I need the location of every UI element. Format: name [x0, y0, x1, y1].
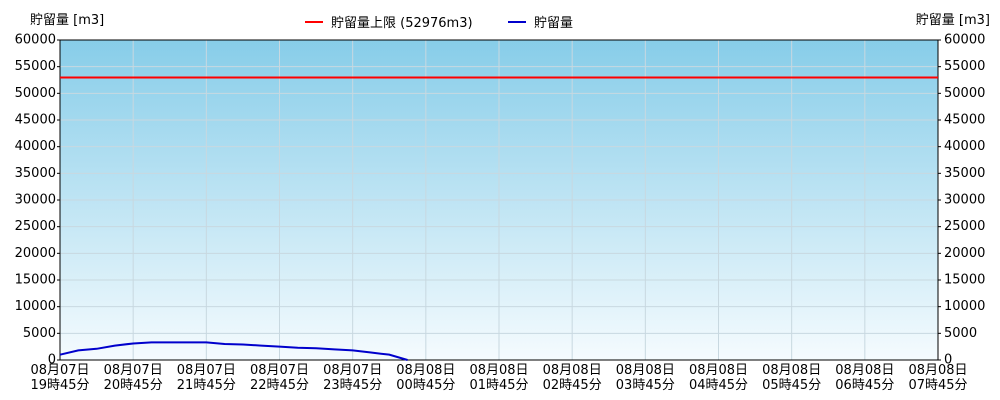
- y-tick-label: 5000: [23, 326, 56, 341]
- y2-tick-label: 35000: [944, 166, 985, 181]
- x-tick-label: 08月07日 20時45分: [103, 363, 163, 393]
- x-tick-label: 08月08日 05時45分: [762, 363, 822, 393]
- y-tick-label: 25000: [15, 219, 56, 234]
- y2-tick-label: 20000: [944, 246, 985, 261]
- x-tick-label: 08月07日 23時45分: [323, 363, 383, 393]
- y2-tick-label: 60000: [944, 33, 985, 48]
- y-tick-label: 40000: [15, 139, 56, 154]
- legend-item: 貯留量上限 (52976m3): [305, 12, 473, 31]
- x-tick-label: 08月08日 04時45分: [688, 363, 749, 393]
- y2-tick-label: 45000: [944, 113, 985, 128]
- y-tick-label: 35000: [15, 166, 56, 181]
- y2-tick-label: 5000: [944, 326, 977, 341]
- y2-tick-label: 10000: [944, 299, 985, 314]
- x-tick-label: 08月08日 06時45分: [835, 363, 895, 393]
- x-tick-label: 08月07日 22時45分: [249, 363, 310, 393]
- plot-border: [59, 39, 939, 361]
- y2-tick-label: 55000: [944, 59, 985, 74]
- y-tick-label: 45000: [15, 113, 56, 128]
- legend-label: 貯留量上限 (52976m3): [331, 16, 473, 31]
- y2-tick-label: 15000: [944, 273, 985, 288]
- series-line: [59, 341, 408, 361]
- y-axis-label: 貯留量 [m3]: [30, 13, 105, 28]
- y2-axis-label: 貯留量 [m3]: [915, 13, 990, 28]
- y2-tick-label: 0: [944, 353, 952, 368]
- x-tick-label: 08月08日 03時45分: [615, 363, 675, 393]
- x-tick-label: 08月07日 21時45分: [176, 363, 236, 393]
- y-tick-label: 15000: [15, 273, 56, 288]
- y-tick-label: 30000: [15, 193, 56, 208]
- y2-tick-label: 50000: [944, 86, 985, 101]
- y2-tick-label: 25000: [944, 219, 985, 234]
- y-tick-label: 55000: [15, 59, 56, 74]
- x-tick-label: 08月08日 00時45分: [396, 363, 456, 393]
- x-tick-label: 08月08日 02時45分: [542, 363, 602, 393]
- legend-item: 貯留量: [508, 12, 573, 31]
- x-tick-label: 08月07日 19時45分: [30, 363, 90, 393]
- y2-tick-label: 30000: [944, 193, 985, 208]
- y-tick-label: 20000: [15, 246, 56, 261]
- legend-label: 貯留量: [534, 16, 574, 31]
- x-tick-label: 08月08日 01時45分: [469, 363, 529, 393]
- y-tick-label: 60000: [15, 33, 56, 48]
- x-tick-label: 08月08日 07時45分: [908, 363, 968, 393]
- y-tick-label: 10000: [15, 299, 56, 314]
- y-tick-label: 50000: [15, 86, 56, 101]
- y2-tick-label: 40000: [944, 139, 985, 154]
- y-tick-label: 0: [48, 353, 56, 368]
